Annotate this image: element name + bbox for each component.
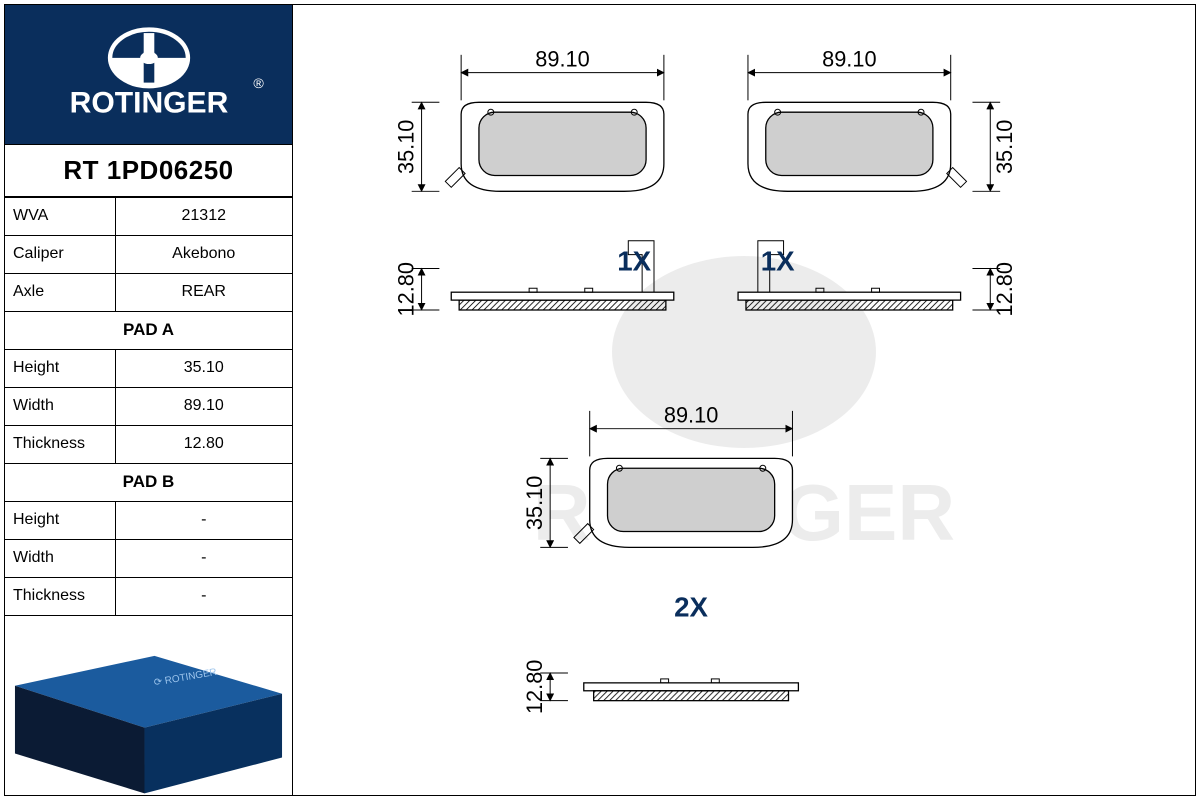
spec-value: - [115, 539, 292, 577]
spec-value: - [115, 577, 292, 615]
spec-label: Height [5, 349, 115, 387]
brand-name: ROTINGER [69, 86, 228, 119]
spec-value: 89.10 [115, 387, 292, 425]
spec-value: REAR [115, 273, 292, 311]
brand-logo: ROTINGER ® [5, 5, 292, 145]
spec-label: Height [5, 501, 115, 539]
info-panel: ROTINGER ® RT 1PD06250 WVA21312CaliperAk… [5, 5, 293, 795]
svg-text:1X: 1X [617, 245, 651, 276]
spec-label: Thickness [5, 425, 115, 463]
spec-label: Caliper [5, 235, 115, 273]
spec-value: 12.80 [115, 425, 292, 463]
product-package-image: ⟳ ROTINGER [5, 616, 292, 795]
spec-value: - [115, 501, 292, 539]
svg-text:12.80: 12.80 [992, 262, 1017, 316]
spec-label: Width [5, 539, 115, 577]
svg-text:12.80: 12.80 [522, 660, 547, 714]
part-number: RT 1PD06250 [5, 145, 292, 197]
spec-label: Thickness [5, 577, 115, 615]
spec-label: Width [5, 387, 115, 425]
spec-value: Akebono [115, 235, 292, 273]
svg-text:89.10: 89.10 [535, 47, 589, 72]
svg-text:89.10: 89.10 [822, 47, 876, 72]
svg-text:35.10: 35.10 [394, 120, 419, 174]
svg-text:35.10: 35.10 [522, 476, 547, 530]
spec-value: 35.10 [115, 349, 292, 387]
svg-text:®: ® [253, 75, 264, 91]
svg-text:12.80: 12.80 [394, 262, 419, 316]
technical-drawing: 89.10 35.10 89.10 35.10 12.80 12.80 1X 1X 89.10 3… [293, 5, 1195, 795]
spec-label: Axle [5, 273, 115, 311]
svg-text:89.10: 89.10 [664, 403, 718, 428]
svg-text:1X: 1X [761, 245, 795, 276]
svg-text:35.10: 35.10 [992, 120, 1017, 174]
spec-section: PAD B [5, 463, 292, 501]
svg-text:2X: 2X [674, 592, 708, 623]
spec-value: 21312 [115, 197, 292, 235]
spec-table: WVA21312CaliperAkebonoAxleREARPAD AHeigh… [5, 197, 292, 616]
spec-label: WVA [5, 197, 115, 235]
spec-section: PAD A [5, 311, 292, 349]
